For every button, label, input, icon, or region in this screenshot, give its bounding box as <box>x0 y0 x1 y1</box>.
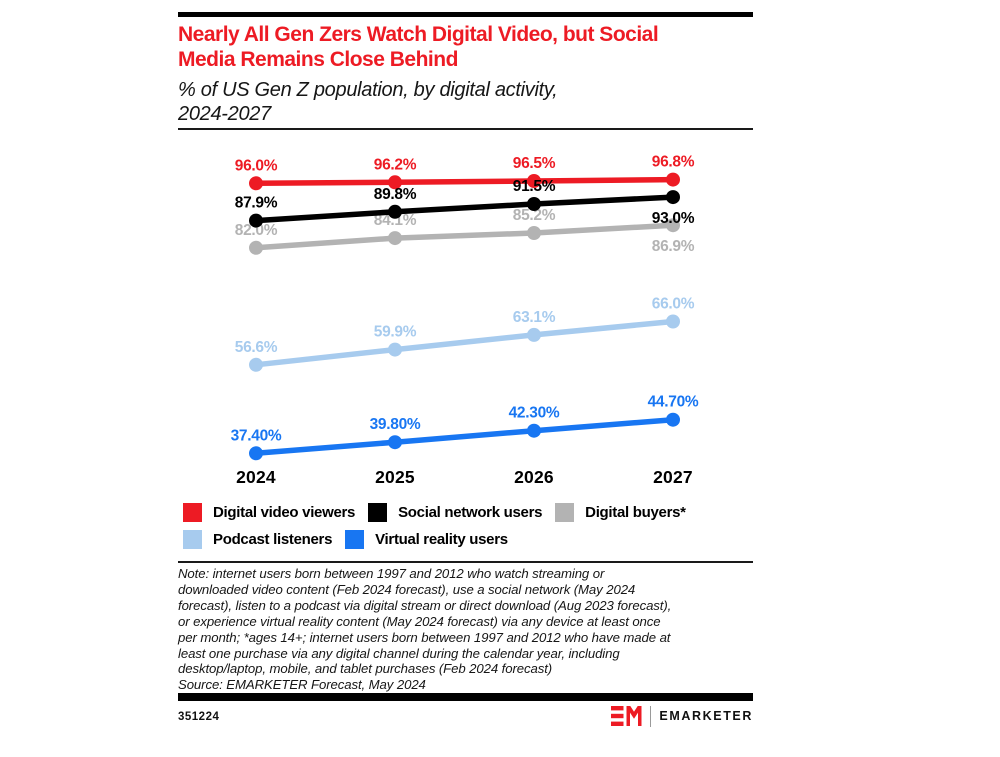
x-axis-label: 2024 <box>236 467 276 487</box>
point-podcast-listeners <box>527 327 541 342</box>
point-digital-buyers <box>388 231 402 246</box>
source-line: Source: EMARKETER Forecast, May 2024 <box>178 677 426 693</box>
line-digital-video-viewers <box>253 176 676 187</box>
legend-item: Virtual reality users <box>345 530 508 549</box>
legend-swatch-icon <box>368 503 388 522</box>
title-line-2: Media Remains Close Behind <box>178 48 458 71</box>
legend-item: Digital video viewers <box>183 503 355 522</box>
data-label-digital-video-viewers: 96.0% <box>235 157 278 174</box>
emarketer-logo: EMARKETER <box>610 704 753 728</box>
x-axis-label: 2025 <box>375 467 415 487</box>
data-label-digital-buyers: 82.0% <box>235 222 278 239</box>
point-digital-buyers <box>249 240 263 255</box>
point-digital-video-viewers <box>527 174 541 188</box>
bottom-rule <box>178 693 753 701</box>
point-podcast-listeners <box>388 342 402 357</box>
data-label-digital-buyers: 84.1% <box>374 212 417 229</box>
point-social-network-users <box>249 213 263 228</box>
x-axis-label: 2027 <box>653 467 693 487</box>
legend-row: Digital video viewers Social network user… <box>183 503 686 522</box>
title-line-1: Nearly All Gen Zers Watch Digital Video,… <box>178 23 659 46</box>
point-social-network-users <box>527 197 541 211</box>
note-line: Note: internet users born between 1997 a… <box>178 566 605 581</box>
data-label-podcast-listeners: 63.1% <box>513 309 556 326</box>
data-label-social-network-users: 89.8% <box>374 186 417 203</box>
data-label-digital-video-viewers: 96.2% <box>374 156 417 173</box>
legend-swatch-icon <box>183 530 202 549</box>
data-label-digital-buyers: 86.9% <box>652 238 695 255</box>
chart-id: 351224 <box>178 711 220 723</box>
point-digital-video-viewers <box>666 172 680 187</box>
brand-name: EMARKETER <box>659 709 753 723</box>
point-digital-video-viewers <box>249 176 263 191</box>
point-digital-buyers <box>527 226 541 240</box>
note-line: per month; *ages 14+; internet users bor… <box>178 629 671 645</box>
legend-item: Social network users <box>368 503 542 522</box>
point-virtual-reality-users <box>249 446 263 461</box>
subtitle-divider <box>178 128 753 130</box>
point-social-network-users <box>388 204 402 219</box>
point-virtual-reality-users <box>666 412 680 427</box>
legend-swatch-icon <box>183 503 202 522</box>
note-line: desktop/laptop, mobile, and tablet purch… <box>178 661 553 677</box>
line-chart: 82.0% 84.1% 85.2% 86.9% 96.0% 96.2% 96.5% 96.8%… <box>231 154 700 487</box>
chart-legend: Digital video viewers Social network user… <box>183 503 686 549</box>
note-line: or experience virtual reality content (M… <box>178 613 661 629</box>
point-podcast-listeners <box>249 357 263 372</box>
point-virtual-reality-users <box>388 435 402 450</box>
legend-label: Digital video viewers <box>213 504 356 521</box>
logo-divider <box>649 705 652 727</box>
data-label-digital-buyers: 85.2% <box>513 207 556 224</box>
data-label-podcast-listeners: 56.6% <box>235 339 278 356</box>
subtitle-line-2: 2024-2027 <box>178 102 271 125</box>
legend-label: Podcast listeners <box>213 531 333 548</box>
note-line: forecast), listen to a podcast via digit… <box>178 597 672 613</box>
legend-label: Virtual reality users <box>375 531 508 548</box>
note-line: least one purchase via any digital chann… <box>178 645 620 661</box>
x-axis-label: 2026 <box>514 467 554 487</box>
data-label-podcast-listeners: 66.0% <box>652 296 695 313</box>
data-label-virtual-reality-users: 39.80% <box>370 416 421 433</box>
note-line: downloaded video content (Feb 2024 forec… <box>178 581 636 597</box>
emarketer-logo-mark-icon <box>610 706 642 726</box>
data-label-digital-video-viewers: 96.5% <box>513 155 556 172</box>
line-virtual-reality-users <box>253 416 676 457</box>
note-divider <box>178 561 753 563</box>
legend-row: Podcast listeners Virtual reality users <box>183 530 686 549</box>
data-label-podcast-listeners: 59.9% <box>374 324 417 341</box>
legend-swatch-icon <box>345 530 365 549</box>
top-rule <box>178 12 753 17</box>
legend-label: Social network users <box>398 504 543 521</box>
data-label-virtual-reality-users: 44.70% <box>648 394 699 411</box>
point-social-network-users <box>666 190 680 205</box>
data-label-digital-video-viewers: 96.8% <box>652 154 695 171</box>
subtitle-line-1: % of US Gen Z population, by digital act… <box>178 79 558 101</box>
legend-label: Digital buyers* <box>585 504 686 521</box>
legend-item: Digital buyers* <box>555 503 686 522</box>
chart-subtitle: % of US Gen Z population, by digital act… <box>178 79 558 126</box>
legend-swatch-icon <box>555 503 575 522</box>
line-digital-buyers <box>253 222 676 251</box>
point-digital-buyers <box>666 218 680 233</box>
note-text: Note: internet users born between 1997 a… <box>178 566 778 693</box>
point-digital-video-viewers <box>388 175 402 190</box>
data-label-social-network-users: 91.5% <box>513 178 556 195</box>
data-label-virtual-reality-users: 42.30% <box>509 405 560 422</box>
line-social-network-users <box>253 194 676 224</box>
line-podcast-listeners <box>253 318 676 368</box>
point-virtual-reality-users <box>527 423 541 438</box>
chart-title: Nearly All Gen Zers Watch Digital Video,… <box>178 22 659 72</box>
data-label-social-network-users: 87.9% <box>235 195 278 212</box>
data-label-social-network-users: 93.0% <box>652 210 695 227</box>
point-podcast-listeners <box>666 314 680 329</box>
data-label-virtual-reality-users: 37.40% <box>231 427 282 444</box>
legend-item: Podcast listeners <box>183 530 332 549</box>
